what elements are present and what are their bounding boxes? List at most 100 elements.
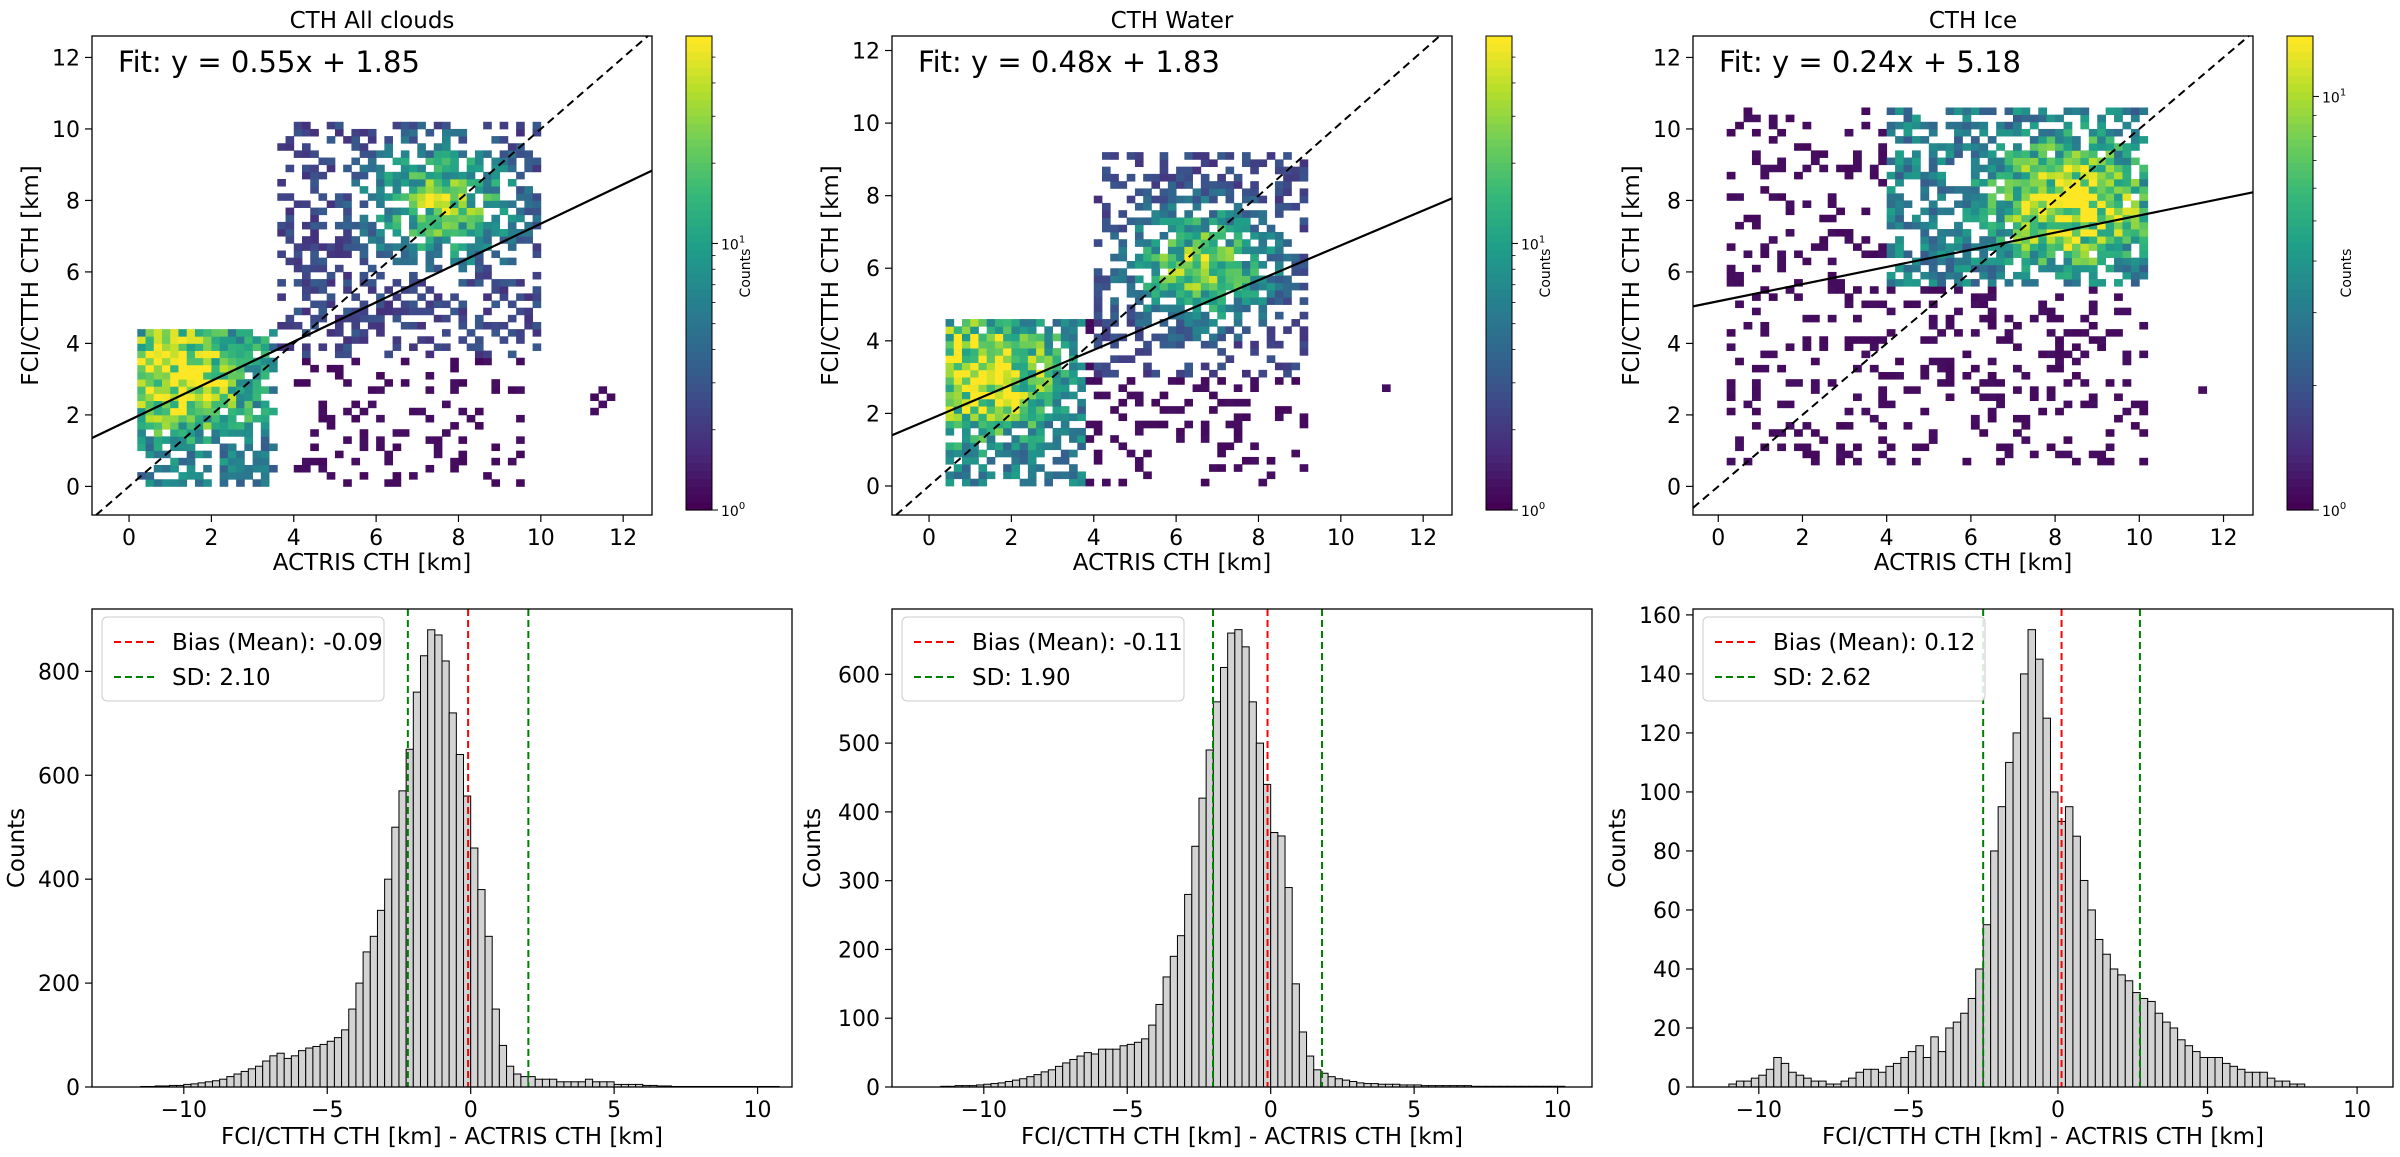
histogram-bar [2177, 1039, 2186, 1088]
density-cell [1176, 246, 1185, 255]
density-cell [2013, 157, 2022, 166]
density-cell [1886, 286, 1896, 294]
density-cell [1266, 290, 1276, 298]
density-cell [1802, 164, 1812, 173]
density-cell [2105, 379, 2115, 387]
legend-bias-label: Bias (Mean): -0.09 [172, 630, 383, 656]
density-cell [1077, 478, 1086, 487]
density-cell [367, 157, 377, 166]
density-cell [2071, 186, 2081, 194]
density-cell [1011, 319, 1021, 327]
density-cell [2055, 214, 2064, 223]
density-cell [1861, 121, 1871, 130]
density-cell [153, 400, 163, 409]
density-cell [433, 178, 443, 187]
density-cell [2139, 243, 2149, 251]
density-cell [277, 229, 286, 237]
colorbar-segment [1486, 328, 1512, 337]
density-cell [1283, 369, 1292, 378]
density-cell [162, 372, 171, 380]
density-cell [1954, 329, 1963, 337]
density-cell [1274, 406, 1284, 414]
density-cell [2088, 264, 2098, 273]
density-cell [2080, 350, 2090, 359]
density-cell [945, 398, 955, 407]
density-cell [367, 193, 377, 201]
density-cell [1878, 143, 1888, 151]
density-cell [1760, 186, 1770, 194]
density-cell [2139, 164, 2149, 173]
density-cell [2004, 200, 2014, 208]
density-cell [2071, 150, 2081, 158]
density-cell [1110, 297, 1119, 305]
density-cell [425, 300, 435, 309]
density-cell [384, 214, 393, 223]
density-cell [499, 136, 509, 144]
colorbar-tick-label: 100 [2322, 501, 2346, 520]
density-cell [524, 307, 533, 316]
density-cell [1069, 391, 1078, 400]
density-cell [2114, 279, 2123, 287]
density-cell [962, 427, 971, 436]
density-cell [1110, 275, 1119, 284]
histogram-bar [2236, 1068, 2246, 1088]
histogram-bar [1922, 1056, 1932, 1088]
density-cell [1069, 449, 1078, 458]
density-cell [442, 200, 451, 208]
density-cell [1077, 471, 1086, 480]
density-cell [1987, 107, 1997, 116]
density-cell [1258, 478, 1268, 487]
density-cell [409, 193, 418, 201]
density-cell [376, 436, 385, 444]
density-cell [2071, 243, 2081, 251]
legend-bias-label: Bias (Mean): -0.11 [972, 630, 1183, 656]
density-cell [1979, 121, 1989, 130]
density-cell [1726, 386, 1736, 394]
axes-frame [1692, 608, 2394, 1088]
density-cell [953, 369, 963, 378]
density-cell [376, 307, 385, 316]
density-cell [491, 214, 501, 223]
density-cell [1283, 326, 1292, 334]
colorbar-segment [2287, 265, 2313, 274]
histogram-bar [2192, 1051, 2201, 1088]
density-cell [236, 464, 245, 473]
colorbar-segment [686, 75, 712, 84]
density-cell [524, 314, 533, 323]
density-cell [2114, 393, 2123, 402]
histogram-bar [1848, 1077, 1857, 1088]
density-cell [417, 171, 426, 180]
density-cell [1209, 340, 1218, 349]
density-cell [384, 286, 393, 294]
density-cell [1151, 181, 1161, 189]
density-cell [2021, 264, 2031, 273]
density-cell [302, 236, 311, 244]
density-cell [269, 386, 278, 394]
density-cell [2021, 171, 2031, 180]
density-cell [532, 300, 542, 309]
density-cell [334, 314, 344, 323]
density-cell [458, 450, 468, 459]
density-cell [2139, 400, 2149, 409]
density-cell [2088, 143, 2098, 151]
density-cell [170, 422, 179, 430]
density-cell [994, 377, 1004, 385]
density-cell [499, 150, 509, 158]
density-cell [1134, 152, 1144, 160]
density-cell [1827, 200, 1837, 208]
density-cell [2046, 214, 2056, 223]
density-cell [302, 171, 311, 180]
density-cell [1052, 333, 1062, 342]
density-cell [269, 464, 278, 473]
density-cell [598, 400, 608, 409]
histogram-bar [348, 1008, 357, 1088]
density-cell [367, 236, 377, 244]
colorbar-segment [1486, 391, 1512, 400]
density-cell [178, 364, 188, 373]
density-cell [1258, 246, 1268, 255]
density-cell [945, 369, 955, 378]
density-cell [1928, 157, 1938, 166]
density-cell [491, 157, 501, 166]
